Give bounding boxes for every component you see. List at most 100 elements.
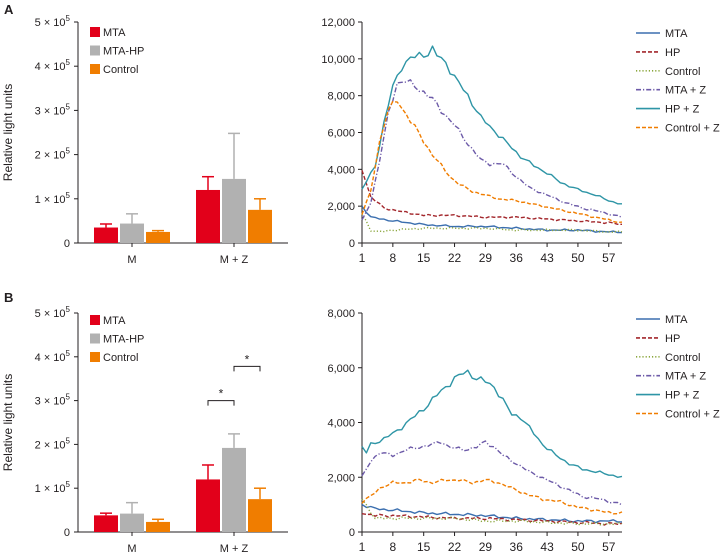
- bar-y-tick-label: 1 × 105: [35, 480, 71, 495]
- line-x-tick-label: 43: [540, 540, 554, 554]
- series-line: [361, 503, 623, 524]
- line-x-tick-label: 1: [359, 251, 366, 265]
- legend-swatch: [90, 64, 100, 74]
- bar-y-tick-label: 0: [64, 527, 70, 539]
- line-x-tick-label: 29: [479, 540, 493, 554]
- legend-label: MTA + Z: [665, 371, 706, 383]
- legend-label: MTA + Z: [665, 85, 706, 97]
- bar-y-tick-label: 5 × 105: [35, 14, 71, 29]
- legend-label: HP + Z: [665, 104, 700, 116]
- line-x-tick-label: 1: [359, 540, 366, 554]
- line-x-tick-label: 8: [390, 251, 397, 265]
- bar-y-tick-base: 1 × 10: [35, 483, 66, 495]
- line-x-tick-label: 29: [479, 251, 493, 265]
- bar-y-tick-base: 5 × 10: [35, 17, 66, 29]
- panel-label: B: [4, 290, 13, 305]
- line-y-tick-label: 0: [349, 238, 355, 250]
- legend-label: MTA-HP: [103, 334, 144, 346]
- legend-label: Control: [665, 66, 700, 78]
- series-line: [361, 170, 622, 226]
- legend-label: MTA: [665, 314, 688, 326]
- bar-y-tick-label: 3 × 105: [35, 393, 71, 408]
- bar: [94, 227, 118, 243]
- bar: [222, 178, 246, 243]
- series-line: [361, 498, 623, 526]
- bar: [196, 479, 220, 532]
- significance-star: *: [245, 352, 250, 366]
- bar-y-tick-base: 5 × 10: [35, 308, 66, 320]
- bar-y-tick-exponent: 5: [66, 349, 71, 358]
- line-x-tick-label: 57: [602, 251, 616, 265]
- line-x-tick-label: 36: [510, 540, 524, 554]
- bar: [248, 209, 272, 243]
- line-x-tick-label: 22: [448, 540, 462, 554]
- bar-y-tick-base: 2 × 10: [35, 150, 66, 162]
- bar-y-tick-label: 2 × 105: [35, 436, 71, 451]
- bar-y-tick-base: 0: [64, 238, 70, 250]
- series-line: [361, 213, 623, 234]
- legend-label: Control: [665, 352, 700, 364]
- line-y-tick-label: 8,000: [327, 91, 355, 103]
- bar-y-tick-exponent: 5: [66, 58, 71, 67]
- bar-x-tick-label: M: [127, 254, 136, 266]
- line-y-tick-label: 8,000: [327, 308, 355, 320]
- legend-label: MTA: [103, 27, 126, 39]
- line-x-tick-label: 15: [417, 540, 431, 554]
- legend-swatch: [90, 45, 100, 56]
- bar: [120, 513, 144, 532]
- bar: [120, 223, 144, 243]
- bar-y-tick-exponent: 5: [66, 393, 71, 402]
- legend-label: Control + Z: [665, 123, 720, 135]
- legend-label: MTA: [665, 28, 688, 40]
- bar-x-tick-label: M + Z: [220, 254, 249, 266]
- line-y-tick-label: 2,000: [327, 201, 355, 213]
- bar: [196, 189, 220, 243]
- series-line: [361, 45, 622, 205]
- series-line: [361, 369, 623, 478]
- bar-y-tick-label: 5 × 105: [35, 305, 71, 320]
- line-y-tick-label: 0: [349, 527, 355, 539]
- bar-y-tick-base: 2 × 10: [35, 439, 66, 451]
- bar-y-tick-exponent: 5: [66, 480, 71, 489]
- legend-label: HP: [665, 333, 680, 345]
- line-x-tick-label: 57: [602, 540, 616, 554]
- line-y-tick-label: 6,000: [327, 128, 355, 140]
- bar-y-tick-exponent: 5: [66, 305, 71, 314]
- bar-y-axis-label: Relative light units: [1, 84, 15, 181]
- series-line: [361, 440, 623, 506]
- bar-y-axis-label: Relative light units: [1, 374, 15, 471]
- legend-label: HP: [665, 47, 680, 59]
- legend-label: MTA-HP: [103, 46, 144, 58]
- bar-y-tick-exponent: 5: [66, 147, 71, 156]
- line-y-tick-label: 4,000: [327, 164, 355, 176]
- bar-y-tick-base: 3 × 10: [35, 396, 66, 408]
- bar: [146, 231, 170, 243]
- significance-bracket: [233, 365, 261, 372]
- series-line: [361, 478, 623, 515]
- line-x-tick-label: 22: [448, 251, 462, 265]
- bar-y-tick-exponent: 5: [66, 436, 71, 445]
- series-line: [361, 205, 623, 234]
- significance-bracket: [207, 400, 235, 406]
- bar-y-tick-label: 0: [64, 238, 70, 250]
- bar-y-tick-label: 3 × 105: [35, 102, 71, 117]
- bar-y-tick-label: 4 × 105: [35, 58, 71, 73]
- significance-star: *: [219, 387, 224, 401]
- panel-label: A: [4, 2, 14, 17]
- legend-label: HP + Z: [665, 390, 700, 402]
- line-x-tick-label: 15: [417, 251, 431, 265]
- bar: [222, 447, 246, 532]
- line-y-tick-label: 4,000: [327, 418, 355, 430]
- bar-y-tick-label: 2 × 105: [35, 147, 71, 162]
- legend-label: Control: [103, 352, 138, 364]
- bar-y-tick-base: 4 × 10: [35, 352, 66, 364]
- series-line: [361, 513, 623, 526]
- bar-y-tick-base: 1 × 10: [35, 194, 66, 206]
- line-x-tick-label: 8: [390, 540, 397, 554]
- line-y-tick-label: 10,000: [321, 54, 355, 66]
- line-x-tick-label: 43: [540, 251, 554, 265]
- bar-x-tick-label: M: [127, 543, 136, 555]
- series-line: [361, 100, 623, 224]
- bar-y-tick-base: 3 × 10: [35, 105, 66, 117]
